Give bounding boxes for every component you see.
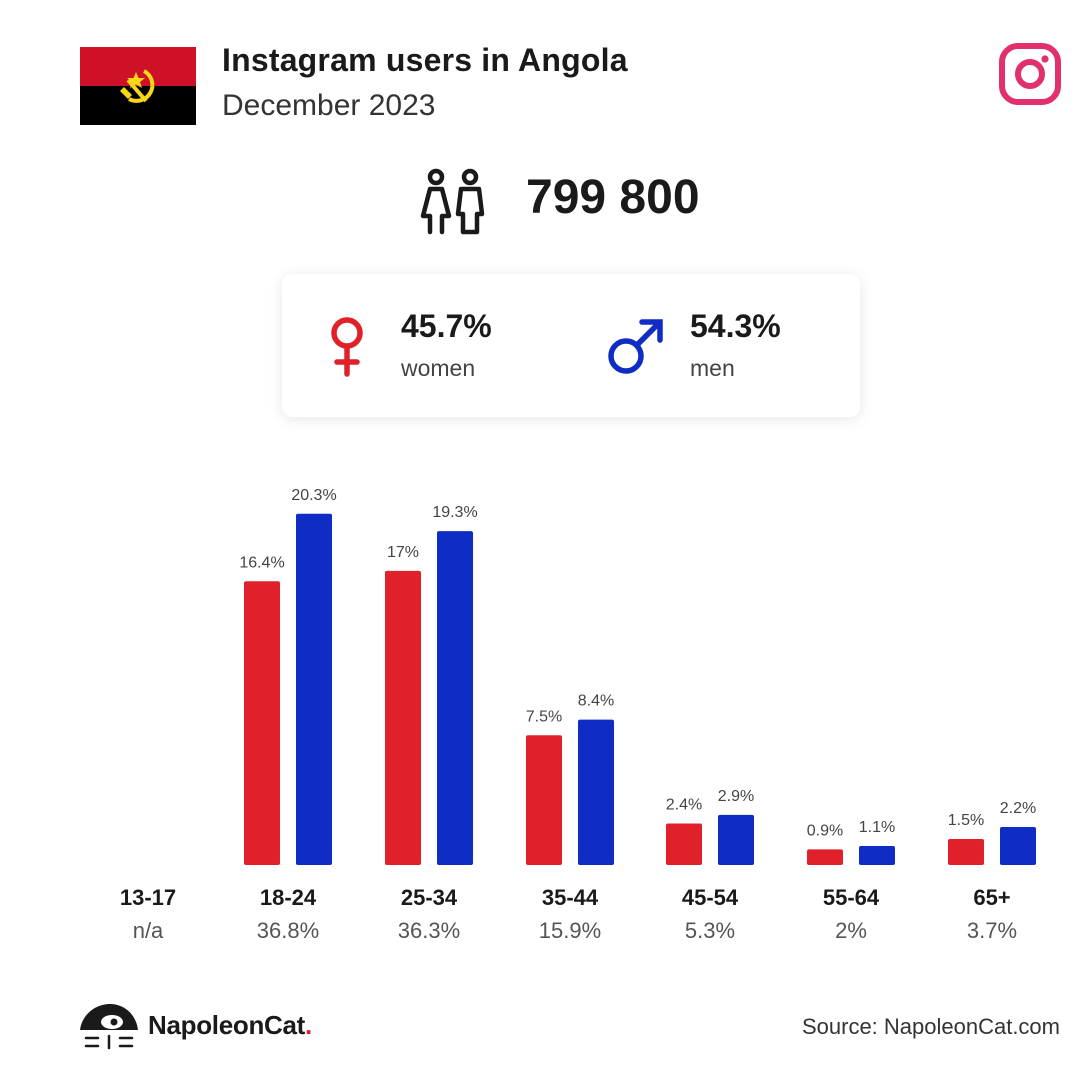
bar-women-35-44 [526,735,562,865]
age-gender-bar-chart: 13-17 n/a 16.4% 20.3% 18-24 36.8% 17% 19.3% 25-3… [120,487,1036,943]
napoleoncat-logo-icon [80,1004,138,1050]
people-icon [420,168,485,235]
page-subtitle: December 2023 [222,89,436,122]
bar-women-45-54 [666,823,702,865]
data-label-men-55-64: 1.1% [859,819,895,836]
data-label-women-45-54: 2.4% [666,796,702,813]
men-label: men [690,355,735,381]
source-credit: Source: NapoleonCat.com [801,1014,1060,1039]
bar-women-25-34 [385,570,421,865]
category-total-35-44: 15.9% [539,918,601,943]
brand-dot: . [305,1010,312,1040]
category-total-13-17: n/a [133,918,164,943]
category-label-65+: 65+ [973,885,1010,910]
bar-men-65+ [1000,826,1036,865]
data-label-women-35-44: 7.5% [526,708,562,725]
women-percentage: 45.7% [401,308,492,344]
data-label-women-18-24: 16.4% [239,554,284,571]
category-label-13-17: 13-17 [120,885,176,910]
category-label-25-34: 25-34 [401,885,458,910]
bar-men-45-54 [718,814,754,865]
bar-men-35-44 [578,719,614,865]
gender-card [282,274,860,417]
data-label-women-65+: 1.5% [948,812,984,829]
data-label-women-55-64: 0.9% [807,822,843,839]
category-label-55-64: 55-64 [823,885,880,910]
total-users: 799 800 [526,171,700,224]
data-label-men-25-34: 19.3% [432,504,477,521]
category-total-65+: 3.7% [967,918,1017,943]
category-label-35-44: 35-44 [542,885,599,910]
data-label-men-18-24: 20.3% [291,487,336,504]
data-label-women-25-34: 17% [387,544,419,561]
men-percentage: 54.3% [690,308,781,344]
category-label-45-54: 45-54 [682,885,739,910]
brand-name: NapoleonCat. [148,1010,312,1041]
data-label-men-45-54: 2.9% [718,788,754,805]
bar-men-18-24 [296,513,332,865]
male-symbol-icon [608,319,663,374]
bar-men-55-64 [859,845,895,865]
category-total-55-64: 2% [835,918,867,943]
category-total-45-54: 5.3% [685,918,735,943]
bar-women-18-24 [244,581,280,865]
category-label-18-24: 18-24 [260,885,317,910]
category-total-25-34: 36.3% [398,918,460,943]
bar-women-65+ [948,839,984,865]
bar-women-55-64 [807,849,843,865]
instagram-icon [999,43,1061,105]
data-label-men-65+: 2.2% [1000,800,1036,817]
page-title: Instagram users in Angola [222,42,628,78]
female-symbol-icon [331,317,363,377]
women-label: women [401,355,476,381]
bar-men-25-34 [437,531,473,865]
data-label-men-35-44: 8.4% [578,693,614,710]
category-total-18-24: 36.8% [257,918,319,943]
angola-flag-icon [80,47,196,125]
brand-name-text: NapoleonCat [148,1010,306,1040]
